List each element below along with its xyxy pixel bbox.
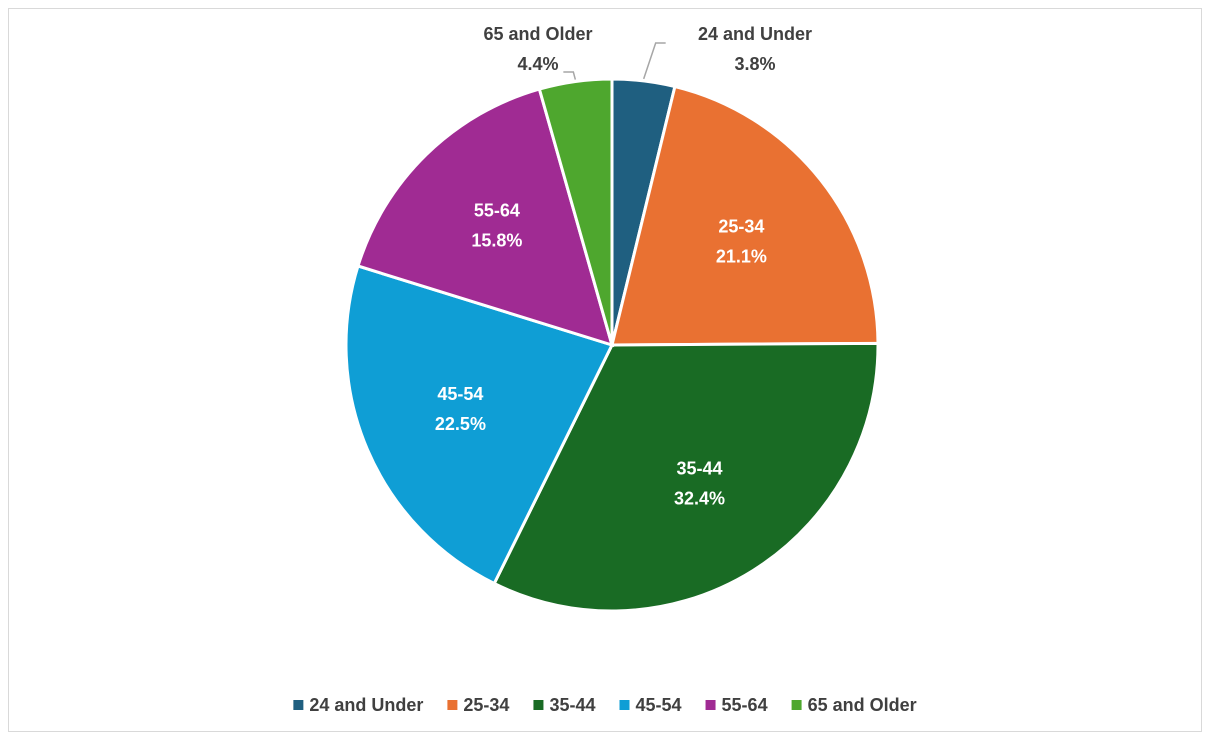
legend-label: 25-34 — [463, 695, 509, 715]
slice-value-label: 3.8% — [734, 54, 775, 74]
slice-category-label: 55-64 — [474, 201, 520, 221]
legend-swatch — [447, 700, 458, 710]
slice-category-label: 24 and Under — [698, 24, 812, 44]
slice-value-label: 21.1% — [716, 246, 767, 266]
slice-category-label: 45-54 — [437, 384, 483, 404]
legend-swatch — [791, 700, 802, 710]
pie-slice — [356, 87, 615, 348]
legend-label: 35-44 — [549, 695, 595, 715]
legend-label: 45-54 — [635, 695, 681, 715]
legend-label: 55-64 — [722, 695, 768, 715]
legend-swatch — [533, 700, 544, 710]
pie-slice — [537, 77, 614, 346]
pie-slice — [610, 84, 880, 347]
legend-label: 65 and Older — [808, 695, 917, 715]
legend: 24 and Under 25-34 35-44 45-54 55-64 65 and O… — [293, 695, 917, 715]
slice-value-label: 22.5% — [435, 414, 486, 434]
slice-value-label: 32.4% — [674, 489, 725, 509]
leader-line — [563, 71, 577, 80]
pie-slice — [492, 341, 880, 613]
slice-category-label: 65 and Older — [483, 24, 592, 44]
pie-slice — [344, 264, 615, 586]
legend-swatch — [619, 700, 630, 710]
legend-swatch — [293, 700, 304, 710]
slice-value-label: 15.8% — [471, 231, 522, 251]
slice-value-label: 4.4% — [517, 54, 558, 74]
leader-line — [642, 42, 666, 80]
legend-swatch — [705, 700, 716, 710]
slice-category-label: 35-44 — [676, 459, 722, 479]
slice-category-label: 25-34 — [718, 216, 764, 236]
legend-label: 24 and Under — [309, 695, 423, 715]
